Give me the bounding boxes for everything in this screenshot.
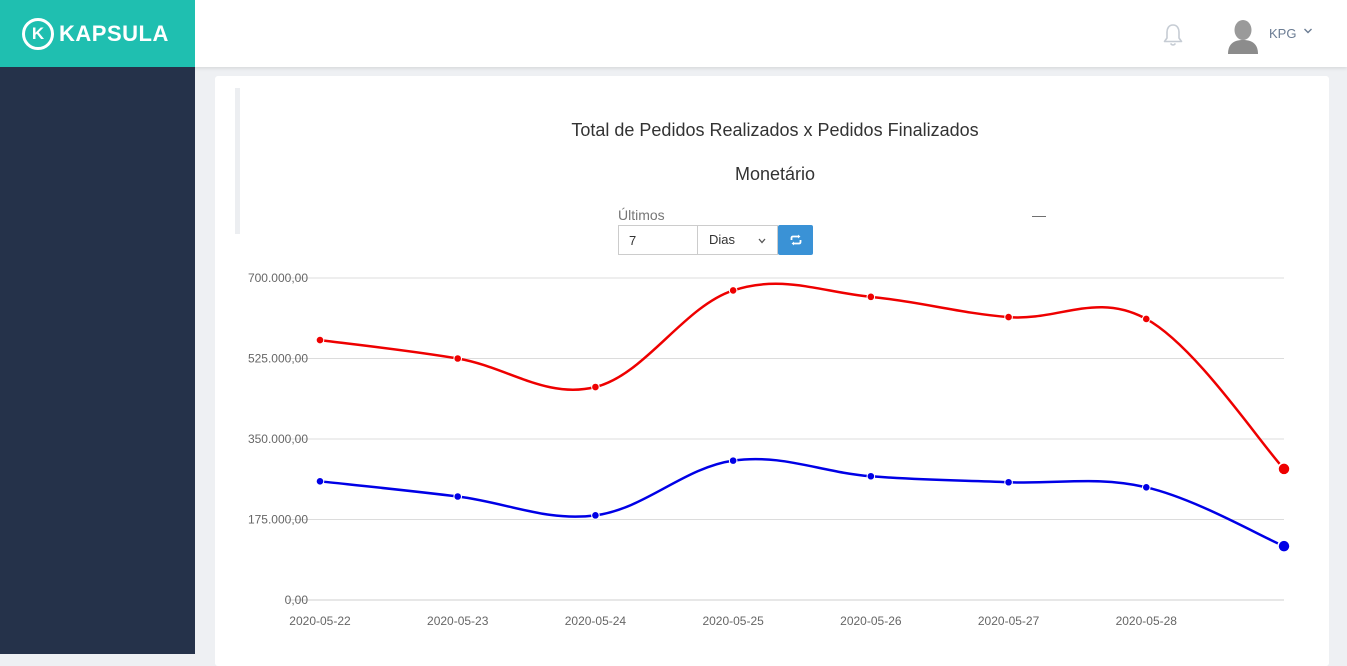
y-tick-label: 700.000,00 xyxy=(248,271,308,285)
y-tick-label: 0,00 xyxy=(285,593,309,607)
data-point[interactable] xyxy=(1277,539,1291,553)
data-point[interactable] xyxy=(1277,462,1291,476)
data-point[interactable] xyxy=(728,286,738,295)
series-line xyxy=(319,282,1285,470)
data-point[interactable] xyxy=(1141,483,1151,492)
refresh-button[interactable] xyxy=(778,225,813,255)
avatar-icon[interactable] xyxy=(1226,18,1260,54)
x-tick-label: 2020-05-28 xyxy=(1116,614,1178,628)
chart-subtitle: Monetário xyxy=(734,164,816,184)
period-label: Últimos xyxy=(618,207,665,223)
period-unit-select[interactable]: Dias xyxy=(697,225,778,255)
data-point[interactable] xyxy=(315,477,325,486)
data-point[interactable] xyxy=(453,354,463,363)
data-point[interactable] xyxy=(591,511,600,520)
brand-name: KAPSULA xyxy=(59,20,169,46)
x-tick-label: 2020-05-24 xyxy=(565,614,627,628)
chevron-down-icon[interactable] xyxy=(1303,27,1313,35)
data-point[interactable] xyxy=(866,471,876,481)
x-tick-label: 2020-05-25 xyxy=(702,614,764,628)
series-line xyxy=(319,457,1285,548)
refresh-icon xyxy=(790,234,801,246)
logo-icon: K xyxy=(22,17,54,50)
data-point[interactable] xyxy=(1141,314,1151,324)
period-unit-value: Dias xyxy=(709,232,736,247)
chart-title: Total de Pedidos Realizados x Pedidos Fi… xyxy=(571,120,979,140)
x-tick-label: 2020-05-22 xyxy=(289,614,351,628)
data-point[interactable] xyxy=(1004,312,1013,322)
chart-card xyxy=(215,76,1329,666)
top-bar: K KAPSULA KPG xyxy=(0,0,1347,67)
card-accent-bar xyxy=(235,88,240,234)
x-tick-label: 2020-05-27 xyxy=(978,614,1040,628)
x-tick-label: 2020-05-26 xyxy=(840,614,902,628)
data-point[interactable] xyxy=(866,292,876,302)
data-point[interactable] xyxy=(591,382,600,392)
brand-logo[interactable]: K KAPSULA xyxy=(0,0,195,67)
x-tick-label: 2020-05-23 xyxy=(427,614,489,628)
sidebar xyxy=(0,67,195,654)
data-point[interactable] xyxy=(453,492,463,501)
data-point[interactable] xyxy=(315,335,325,345)
chevron-down-icon xyxy=(758,238,766,244)
data-point[interactable] xyxy=(728,456,738,465)
period-quantity-input[interactable] xyxy=(618,225,698,255)
bell-icon[interactable] xyxy=(1162,22,1184,48)
y-tick-label: 350.000,00 xyxy=(248,432,308,446)
y-tick-label: 175.000,00 xyxy=(248,513,308,527)
period-separator: — xyxy=(1032,207,1046,223)
y-tick-label: 525.000,00 xyxy=(248,352,308,366)
data-point[interactable] xyxy=(1004,477,1013,487)
user-name[interactable]: KPG xyxy=(1269,26,1297,41)
